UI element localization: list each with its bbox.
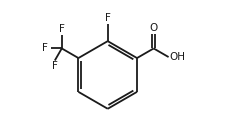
Text: OH: OH [169, 52, 185, 62]
Text: F: F [59, 24, 65, 34]
Text: F: F [42, 43, 48, 53]
Text: F: F [52, 61, 58, 71]
Text: O: O [150, 23, 158, 33]
Text: F: F [105, 13, 111, 23]
